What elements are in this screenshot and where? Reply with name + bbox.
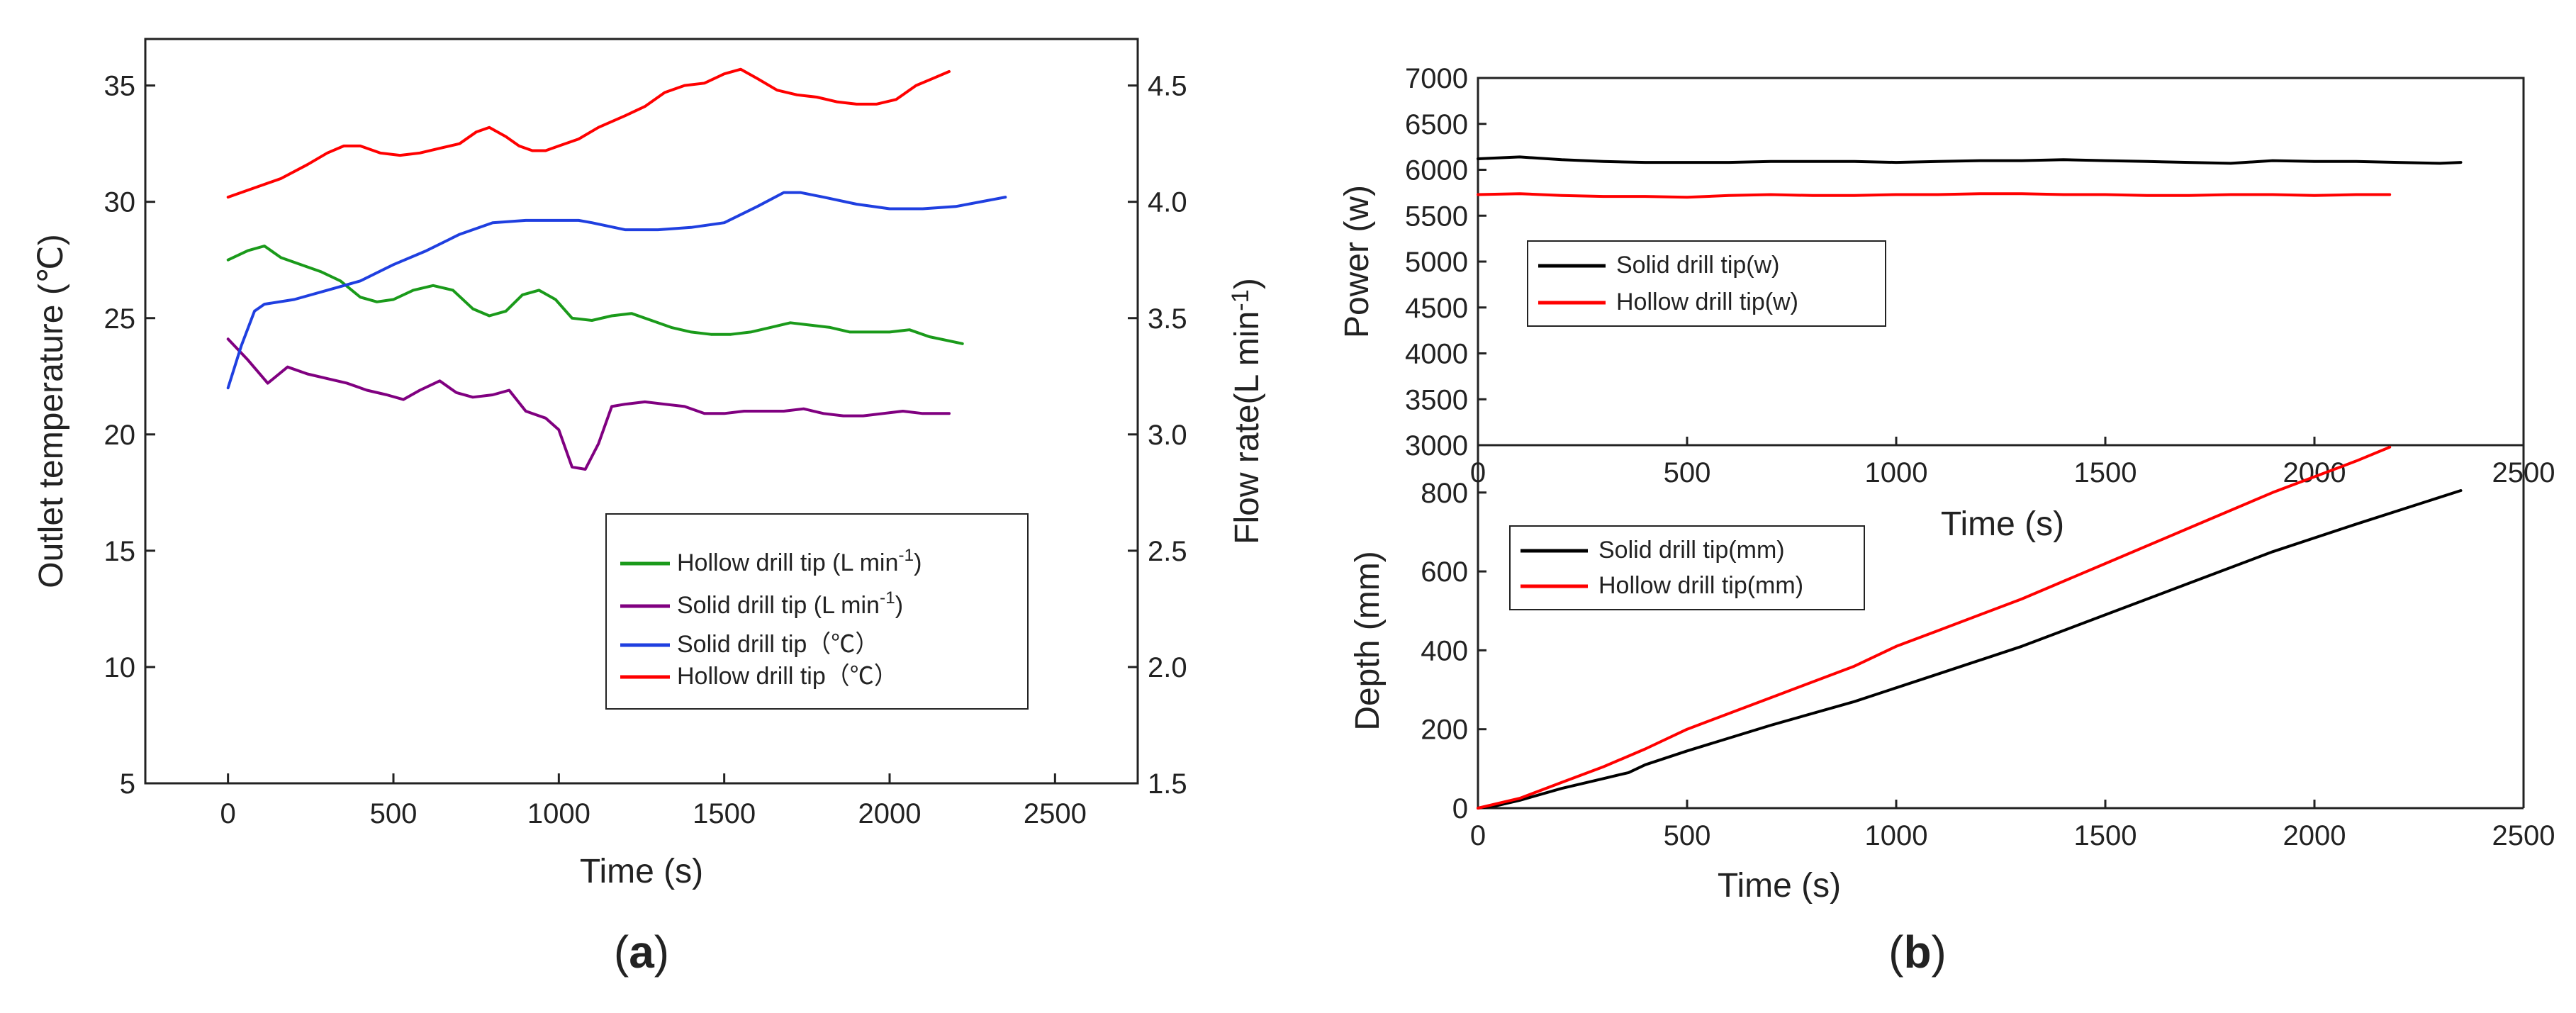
panel-b-top-y-tick-label: 7000 [1405,63,1468,94]
panel-a-y2-axis-title: Flow rate(L min-1) [1227,278,1266,544]
panel-b-bottom-y-tick-label: 600 [1421,556,1468,588]
panel-a-x-tick-label: 2000 [858,798,922,829]
panel-b-bottom-y-tick-label: 400 [1421,635,1468,666]
panel-a-y-tick-label: 25 [104,303,136,335]
panel-a-series-line [226,191,1007,390]
panel-b-top-series-line [1477,155,2463,165]
panel-b-bottom-series-line [1477,445,2392,810]
panel-b-top-y-tick-label: 3500 [1405,384,1468,415]
panel-a-x-tick-label: 0 [220,798,236,829]
panel-b-top-y-axis-title: Power (w) [1338,185,1376,338]
panel-a-series-line [226,337,951,471]
panel-a-x-tick-label: 1000 [527,798,590,829]
panel-a-legend-label: Hollow drill tip（℃） [677,663,898,690]
panel-b-top-x-axis-title: Time (s) [1941,505,2064,543]
panel-b-bottom-legend-label: Solid drill tip(mm) [1598,537,1785,564]
panel-b-bottom-y-tick-label: 800 [1421,478,1468,509]
panel-a-legend-label: Hollow drill tip (L min-1) [677,546,922,576]
panel-b-top-legend-label: Hollow drill tip(w) [1616,289,1798,315]
panel-b-top-y-tick-label: 3000 [1405,430,1468,461]
panel-a-x-tick-label: 1500 [693,798,756,829]
panel-a-y2-tick-label: 4.5 [1148,71,1187,102]
panel-a-frame [144,38,1139,785]
panel-a-x-axis-title: Time (s) [580,853,703,890]
panel-a-y2-tick-label: 3.0 [1148,420,1187,451]
panel-a-y-tick-label: 30 [104,187,136,218]
panel-b-top-y-tick-label: 6500 [1405,109,1468,140]
panel-a-x-tick-label: 2500 [1024,798,1087,829]
panel-b-bottom-x-axis-title: Time (s) [1718,867,1841,905]
panel-b-bottom-x-tick-label: 1000 [1865,820,1928,851]
panel-a-y2-tick-label: 2.0 [1148,652,1187,683]
panel-b-label: (b) [1888,927,1947,978]
panel-b-top-series-line [1477,192,2392,199]
panel-a-y-tick-label: 5 [120,768,135,800]
panel-b-bottom-x-tick-label: 2000 [2283,820,2346,851]
panel-a-y-tick-label: 10 [104,652,136,683]
panel-a-y2-tick-label: 4.0 [1148,187,1187,218]
panel-b-top-y-tick-label: 5000 [1405,247,1468,278]
panel-b-bottom-legend-box [1509,525,1865,610]
panel-a-label: (a) [614,927,669,978]
panel-b-bottom-x-tick-label: 0 [1470,820,1486,851]
panel-a-y2-tick-label: 1.5 [1148,768,1187,800]
panel-a-series-line [226,245,964,345]
panel-b-top-x-tick-label: 500 [1664,457,1711,488]
panel-a-y-tick-label: 35 [104,71,136,102]
panel-a-y-tick-label: 15 [104,536,136,567]
panel-b-top-x-tick-label: 1500 [2074,457,2137,488]
panel-a-legend-label: Solid drill tip（℃） [677,631,879,658]
panel-b-bottom-y-tick-label: 0 [1452,793,1468,824]
panel-a-y2-tick-label: 3.5 [1148,303,1187,335]
panel-a-legend-box [605,513,1029,710]
panel-a-series-line [226,67,951,199]
panel-b-top-legend-label: Solid drill tip(w) [1616,252,1780,279]
panel-b-top-y-tick-label: 5500 [1405,201,1468,232]
panel-b-bottom-x-tick-label: 1500 [2074,820,2137,851]
panel-b-bottom-x-tick-label: 2500 [2492,820,2555,851]
panel-b-top-y-tick-label: 4500 [1405,293,1468,324]
panel-b-top-y-tick-label: 6000 [1405,155,1468,186]
panel-b-top-y-tick-label: 4000 [1405,339,1468,370]
panel-b-bottom-legend-label: Hollow drill tip(mm) [1598,572,1803,599]
panel-a-y2-tick-label: 2.5 [1148,536,1187,567]
panel-a-y-axis-title: Outlet temperature (℃) [33,234,70,588]
panel-a-legend-label: Solid drill tip (L min-1) [677,588,903,619]
panel-b-top-x-tick-label: 1000 [1865,457,1928,488]
panel-a-y-tick-label: 20 [104,420,136,451]
panel-a-x-tick-label: 500 [370,798,418,829]
panel-b-bottom-x-tick-label: 500 [1664,820,1711,851]
panel-b-bottom-y-tick-label: 200 [1421,715,1468,746]
panel-b-top-legend-box [1527,240,1886,327]
panel-b-bottom-y-axis-title: Depth (mm) [1349,551,1387,730]
